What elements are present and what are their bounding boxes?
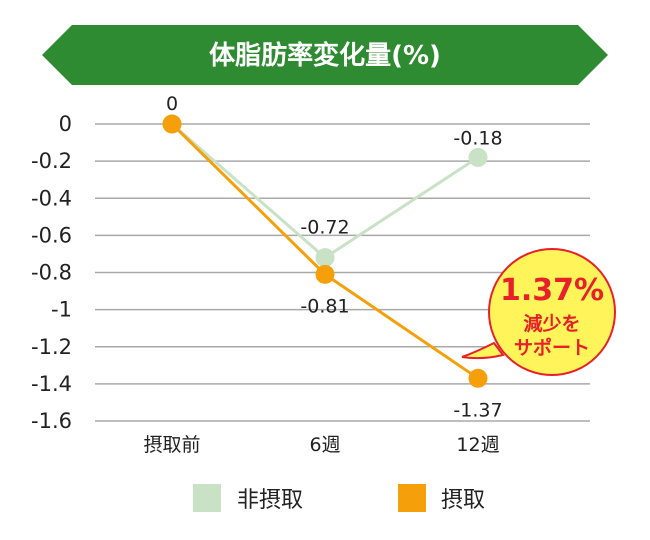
y-tick-label: -1.2 — [31, 335, 72, 359]
y-tick-label: -1 — [51, 298, 72, 322]
series-point-1 — [315, 248, 335, 268]
series-point-2 — [315, 264, 335, 284]
callout-badge: 1.37% 減少を サポート — [461, 248, 616, 376]
data-label: -0.18 — [453, 127, 502, 149]
y-tick-label: -0.6 — [31, 223, 72, 247]
callout-line1: 減少を — [523, 312, 580, 335]
y-tick-label: -0.2 — [31, 149, 72, 173]
y-axis-ticks: 0 -0.2 -0.4 -0.6 -0.8 -1 -1.2 -1.4 -1.6 — [31, 112, 72, 433]
y-tick-label: -1.6 — [31, 409, 72, 433]
y-tick-label: -1.4 — [31, 372, 72, 396]
data-label: -1.37 — [453, 399, 502, 421]
y-tick-label: 0 — [59, 112, 72, 136]
x-tick-label: 6週 — [309, 434, 340, 456]
legend-swatch — [398, 484, 426, 512]
chart-title: 体脂肪率変化量(%) — [209, 40, 441, 71]
callout-bubble — [461, 341, 505, 360]
data-labels: 0 -0.72 -0.18 -0.81 -1.37 — [166, 93, 503, 421]
series-point-2 — [468, 368, 488, 388]
series-point-1 — [468, 147, 488, 167]
series — [162, 114, 488, 388]
data-label: -0.81 — [300, 295, 349, 317]
legend-swatch — [193, 484, 221, 512]
title-banner-shape — [42, 25, 608, 85]
x-tick-label: 12週 — [456, 434, 499, 456]
x-tick-label: 摂取前 — [143, 434, 200, 456]
x-axis-ticks: 摂取前 6週 12週 — [143, 434, 499, 456]
data-label: 0 — [166, 93, 178, 115]
legend-label: 摂取 — [441, 488, 485, 513]
y-tick-label: -0.8 — [31, 261, 72, 285]
y-tick-label: -0.4 — [31, 186, 72, 210]
legend-label: 非摂取 — [237, 488, 303, 513]
series-point-2 — [162, 114, 182, 134]
callout-line2: サポート — [514, 336, 590, 359]
callout-percent: 1.37% — [500, 273, 604, 308]
callout-circle — [488, 248, 616, 376]
legend: 非摂取 摂取 — [193, 484, 485, 513]
data-label: -0.72 — [300, 217, 349, 239]
chart-title-banner: 体脂肪率変化量(%) — [42, 25, 608, 85]
